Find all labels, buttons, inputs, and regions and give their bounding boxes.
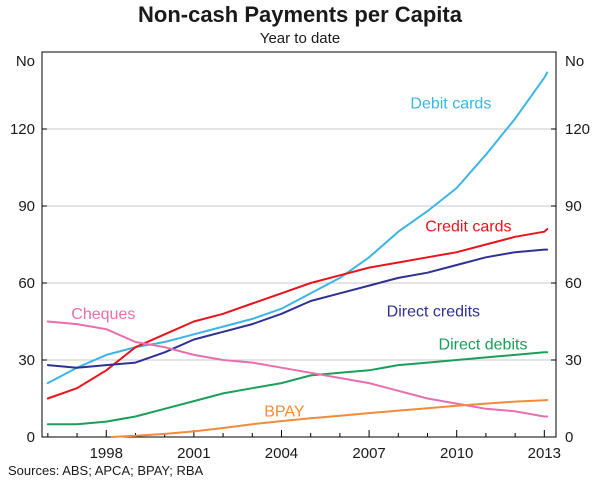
series-line-cheques [46, 320, 549, 418]
source-note: Sources: ABS; APCA; BPAY; RBA [8, 463, 204, 478]
y-axis-right-unit: No [565, 53, 584, 70]
y-tick-label-right: 120 [565, 121, 590, 138]
series-label-credit-cards: Credit cards [425, 219, 511, 236]
y-tick-label-left: 60 [18, 275, 35, 292]
chart-subtitle: Year to date [259, 30, 341, 47]
y-axis-left-labels: 0 30 60 90 120 [10, 121, 35, 446]
series-line-direct-debits [46, 351, 549, 426]
x-tick-label: 2001 [177, 445, 210, 462]
chart-title: Non-cash Payments per Capita [138, 2, 462, 27]
series-label-debit-cards: Debit cards [410, 95, 491, 112]
series-line-credit-cards [46, 228, 549, 400]
series-label-direct-credits: Direct credits [387, 303, 480, 320]
x-tick-label: 2004 [265, 445, 298, 462]
y-tick-label-right: 60 [565, 275, 582, 292]
series-label-direct-debits: Direct debits [439, 337, 528, 354]
y-tick-label-left: 120 [10, 121, 35, 138]
x-tick-label: 2013 [528, 445, 561, 462]
x-axis-labels: 1998 2001 2004 2007 2010 2013 [90, 445, 561, 462]
series-labels: Debit cards Credit cards Direct credits Dir… [71, 95, 527, 420]
y-axis-right-labels: 0 30 60 90 120 [565, 121, 590, 446]
y-tick-label-right: 30 [565, 352, 582, 369]
y-tick-label-left: 0 [27, 429, 35, 446]
y-tick-label-left: 90 [18, 198, 35, 215]
gridlines [42, 128, 556, 361]
series-label-cheques: Cheques [71, 306, 135, 323]
series-line-direct-credits [46, 248, 549, 369]
x-tick-label: 2010 [440, 445, 473, 462]
plot-frame [41, 51, 557, 438]
y-axis-left-unit: No [16, 53, 35, 70]
y-tick-label-left: 30 [18, 352, 35, 369]
y-tick-label-right: 90 [565, 198, 582, 215]
x-tick-label: 1998 [90, 445, 123, 462]
series-label-bpay: BPAY [264, 403, 305, 420]
series-lines [46, 71, 549, 438]
y-tick-label-right: 0 [565, 429, 573, 446]
series-line-bpay [111, 399, 549, 438]
x-tick-label: 2007 [352, 445, 385, 462]
axis-ticks [42, 128, 556, 438]
